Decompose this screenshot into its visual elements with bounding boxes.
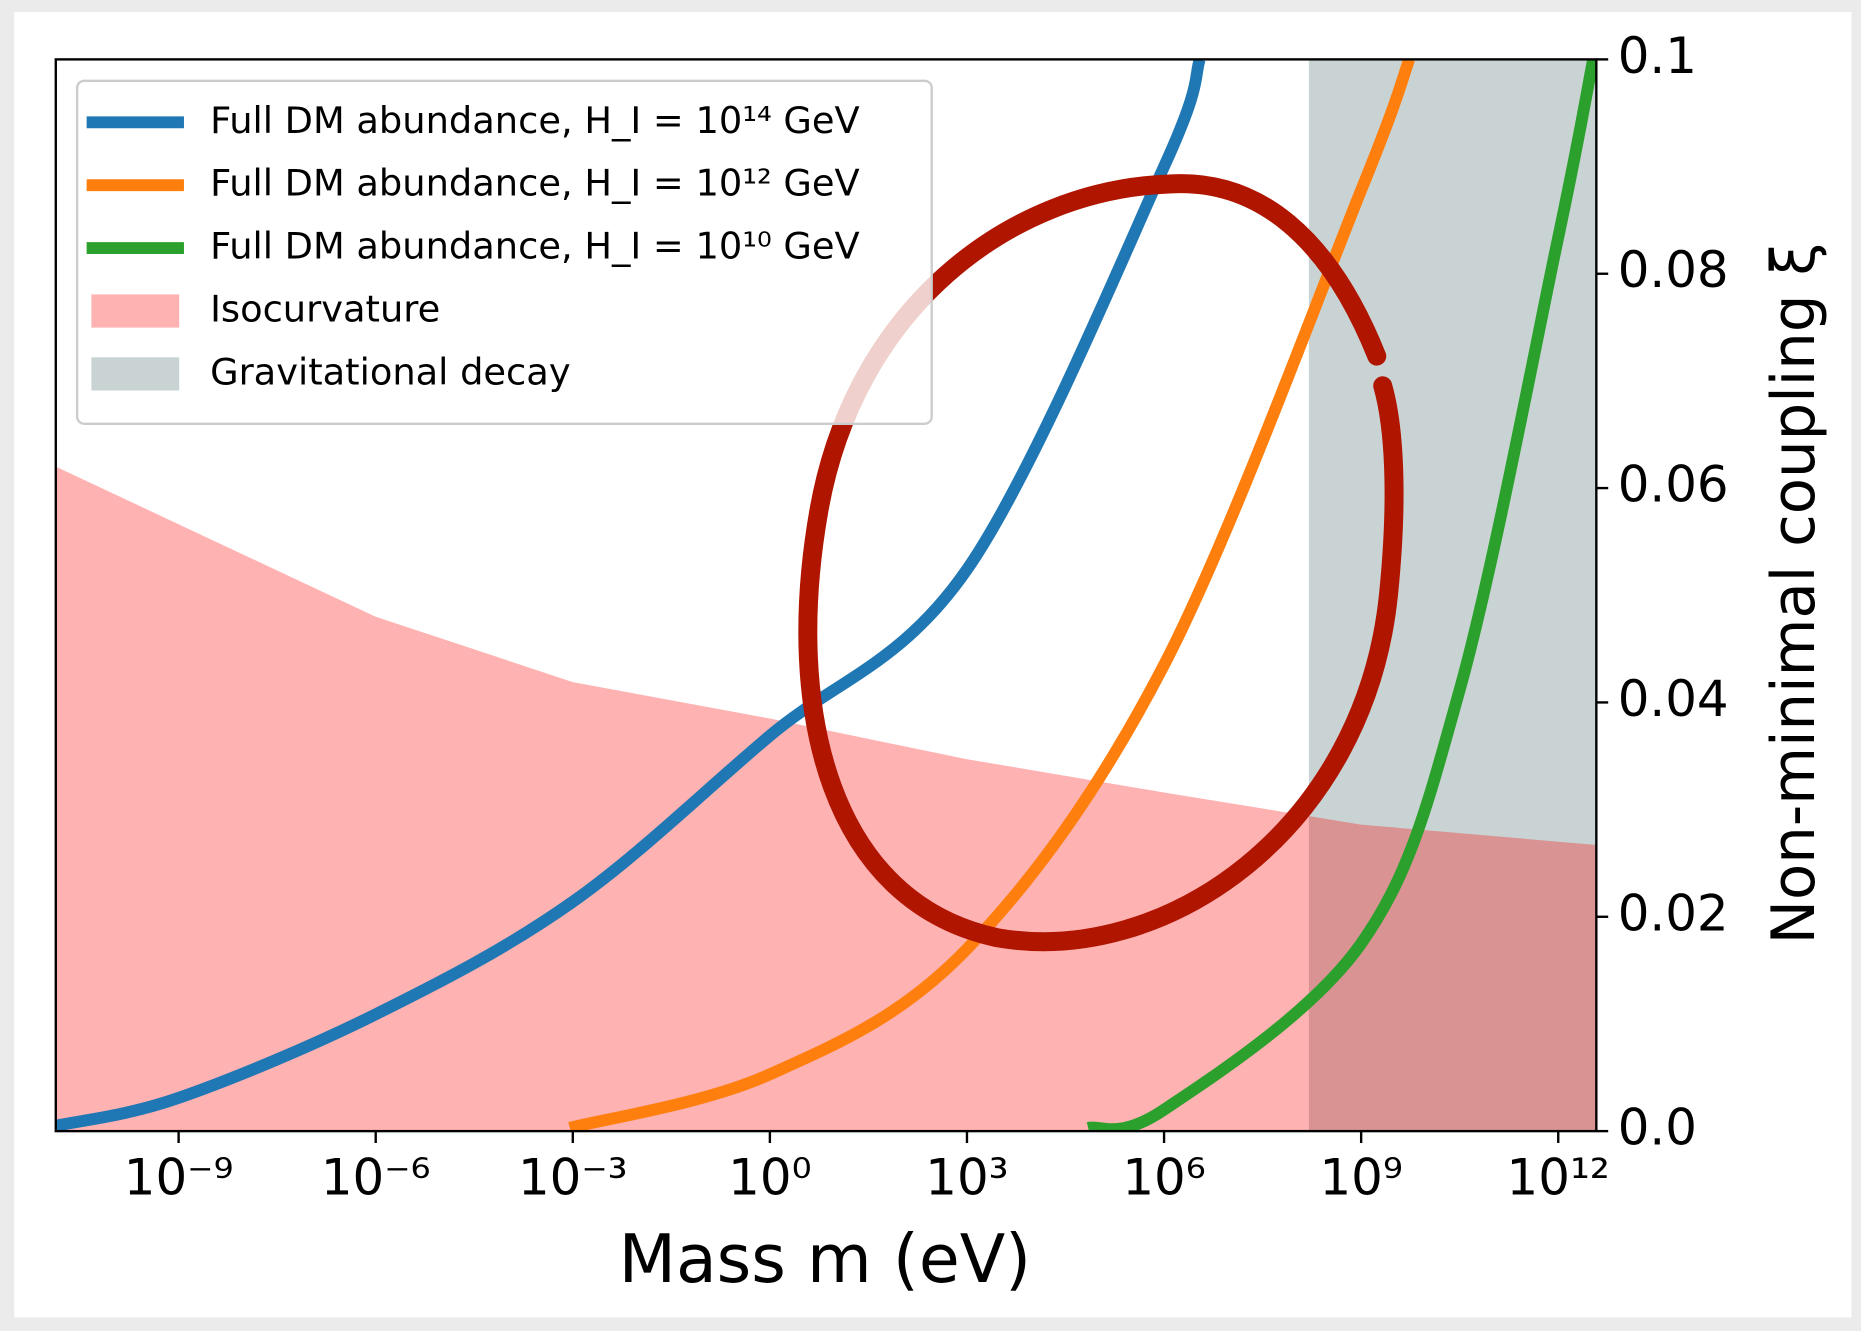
legend-swatch (91, 294, 180, 328)
plot-frame (54, 58, 1598, 1133)
x-tick-label: 10⁻⁶ (321, 1148, 431, 1206)
legend-label: Isocurvature (210, 288, 440, 331)
x-tick-label: 10⁶ (1122, 1148, 1205, 1206)
series-line (55, 59, 1206, 1132)
legend-box (75, 79, 933, 425)
x-tick-label: 10⁻³ (518, 1148, 628, 1206)
legend-label: Gravitational decay (210, 350, 571, 393)
y-tick-label: 0.1 (1618, 27, 1697, 85)
x-axis-label: Mass m (eV) (619, 1220, 1031, 1298)
y-tick-label: 0.04 (1618, 670, 1729, 728)
x-tick-label: 10⁹ (1319, 1148, 1402, 1206)
legend-label: Full DM abundance, H_I = 10¹² GeV (210, 162, 860, 205)
x-tick-label: 10⁰ (728, 1148, 811, 1206)
x-tick-label: 10³ (925, 1148, 1008, 1206)
y-tick-label: 0.02 (1618, 884, 1729, 942)
legend-swatch (91, 357, 180, 391)
y-tick-label: 0.0 (1618, 1099, 1697, 1157)
y-axis-label: Non-minimal coupling ξ (1759, 243, 1828, 945)
region-area (55, 466, 1597, 1132)
y-tick-label: 0.08 (1618, 241, 1729, 299)
y-tick-label: 0.06 (1618, 456, 1729, 514)
legend-label: Full DM abundance, H_I = 10¹⁴ GeV (210, 99, 860, 142)
series-line (568, 59, 1415, 1132)
series-line (1086, 59, 1597, 1132)
hand-drawn-annotation (798, 174, 1404, 952)
x-tick-label: 10¹² (1507, 1148, 1610, 1206)
x-tick-label: 10⁻⁹ (124, 1148, 234, 1206)
legend-label: Full DM abundance, H_I = 10¹⁰ GeV (210, 225, 860, 268)
